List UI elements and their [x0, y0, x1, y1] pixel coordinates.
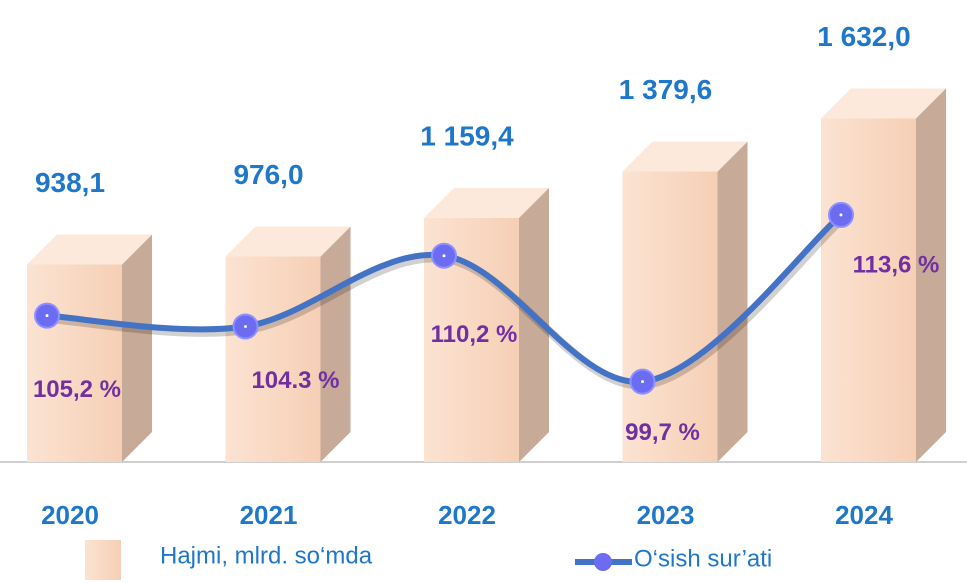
bar-side — [122, 234, 152, 462]
x-tick-label: 2022 — [438, 500, 496, 530]
x-tick-label: 2023 — [637, 500, 695, 530]
data-label: 976,0 — [233, 159, 303, 190]
x-tick-label: 2024 — [835, 500, 893, 530]
bar-side — [519, 187, 549, 462]
data-label: 1 632,0 — [817, 21, 910, 52]
bar-side — [717, 141, 748, 462]
data-label: 1 379,6 — [619, 74, 712, 105]
bar-top — [424, 187, 549, 218]
data-label: 1 159,4 — [420, 120, 514, 151]
data-label: 110,2 % — [431, 321, 518, 348]
x-tick-label: 2020 — [41, 500, 99, 530]
bar — [27, 264, 122, 462]
bar-top — [821, 88, 946, 119]
data-label: 99,7 % — [625, 419, 700, 446]
bar — [821, 118, 916, 462]
legend-swatch-marker — [594, 553, 612, 571]
bar — [225, 256, 321, 462]
bar-top — [27, 234, 152, 265]
bar-top — [622, 141, 748, 172]
legend-swatch-bar — [85, 540, 121, 580]
marker-dot — [839, 213, 843, 217]
data-label: 104.3 % — [251, 367, 339, 394]
x-tick-label: 2021 — [240, 500, 298, 530]
marker-dot — [442, 254, 446, 258]
legend-label: Hajmi, mlrd. so‘mda — [160, 542, 373, 569]
data-label: 938,1 — [35, 167, 105, 198]
bar — [622, 171, 718, 462]
marker-dot — [641, 380, 644, 384]
marker-dot — [45, 314, 49, 318]
data-label: 113,6 % — [853, 251, 940, 278]
bar-top — [225, 226, 351, 257]
marker-dot — [244, 324, 247, 328]
bar-side — [320, 226, 351, 462]
data-label: 105,2 % — [33, 376, 121, 403]
bar-side — [916, 88, 946, 462]
legend-label: O‘sish sur’ati — [634, 545, 772, 572]
